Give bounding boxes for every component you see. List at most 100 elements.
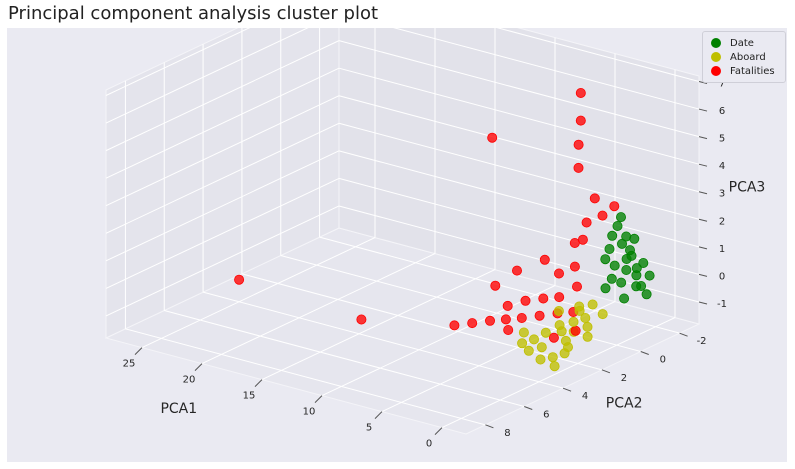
x-tick-label: 15: [243, 391, 256, 402]
legend-label-date: Date: [730, 37, 754, 49]
x-tick-label: 25: [123, 359, 136, 370]
point-fatalities: [503, 324, 514, 335]
x-axis-label: PCA1: [160, 401, 197, 417]
z-grid-side: [105, 177, 340, 289]
legend-item-fatalities: Fatalities: [711, 64, 775, 78]
point-aboard: [540, 327, 551, 338]
point-fatalities: [449, 320, 460, 331]
point-fatalities: [573, 139, 584, 150]
point-fatalities: [573, 162, 584, 173]
point-fatalities: [538, 293, 549, 304]
point-aboard: [574, 301, 585, 312]
y-tick-label: 2: [621, 373, 627, 384]
z-tick-label: 3: [719, 189, 725, 200]
x-tick-label: 20: [183, 375, 196, 386]
z-tick-label: 4: [719, 161, 725, 172]
x-tick: [134, 347, 143, 355]
chart-title: Principal component analysis cluster plo…: [8, 3, 379, 24]
y-tick: [485, 424, 494, 429]
z-tick: [698, 191, 708, 195]
x-tick: [254, 379, 263, 387]
point-fatalities: [609, 201, 620, 212]
y-tick-label: 6: [543, 410, 549, 421]
point-date: [609, 260, 620, 271]
point-date: [616, 212, 627, 223]
y-tick-label: 4: [582, 391, 588, 402]
z-tick: [698, 301, 708, 305]
point-fatalities: [487, 132, 498, 143]
point-date: [644, 270, 655, 281]
point-aboard: [518, 327, 529, 338]
z-grid-side: [105, 40, 340, 152]
gridlines: [105, 28, 700, 429]
point-aboard: [580, 312, 591, 323]
point-aboard: [517, 338, 528, 349]
z-grid-side: [105, 95, 340, 207]
point-aboard: [549, 361, 560, 372]
z-tick-label: 2: [719, 216, 725, 227]
z-tick: [698, 163, 708, 167]
z-tick-label: 5: [719, 134, 725, 145]
y-grid-floor: [164, 310, 525, 407]
point-aboard: [529, 334, 540, 345]
point-fatalities: [516, 312, 527, 323]
x-grid-floor: [141, 237, 376, 349]
point-aboard: [587, 299, 598, 310]
point-date: [607, 230, 618, 241]
x-tick-label: 10: [303, 407, 316, 418]
z-grid-back: [338, 150, 700, 248]
point-fatalities: [575, 88, 586, 99]
point-fatalities: [581, 217, 592, 228]
data-points: [234, 88, 655, 372]
point-date: [621, 264, 632, 275]
z-grid-back: [496, 28, 700, 82]
legend-marker-fatalities: [711, 66, 721, 76]
z-tick: [698, 218, 708, 222]
point-aboard: [553, 305, 564, 316]
z-grid-side: [105, 122, 340, 234]
z-tick: [698, 108, 708, 112]
z-tick-label: -1: [717, 299, 727, 310]
x-tick: [374, 411, 383, 419]
y-tick: [640, 351, 649, 355]
point-fatalities: [356, 314, 367, 325]
point-aboard: [535, 354, 546, 365]
point-aboard: [582, 321, 593, 332]
point-aboard: [597, 309, 608, 320]
point-date: [612, 220, 623, 231]
z-grid-side: [105, 28, 309, 124]
z-grid-side: [105, 205, 340, 317]
point-date: [600, 254, 611, 265]
point-date: [617, 238, 628, 249]
point-fatalities: [490, 280, 501, 291]
y-tick: [524, 406, 533, 410]
point-fatalities: [570, 325, 581, 336]
point-fatalities: [484, 315, 495, 326]
z-tick: [698, 246, 708, 250]
z-grid-back: [338, 95, 700, 193]
point-aboard: [568, 316, 579, 327]
point-fatalities: [597, 210, 608, 221]
point-aboard: [536, 342, 547, 353]
point-date: [616, 277, 627, 288]
point-date: [641, 289, 652, 300]
legend-label-aboard: Aboard: [730, 51, 766, 63]
point-date: [636, 280, 647, 291]
z-grid-back: [393, 28, 700, 110]
x-tick-label: 5: [366, 423, 372, 434]
point-fatalities: [511, 265, 522, 276]
z-tick-label: 1: [719, 244, 725, 255]
point-date: [606, 273, 617, 284]
point-fatalities: [569, 261, 580, 272]
point-fatalities: [569, 237, 580, 248]
z-grid-side: [105, 150, 340, 262]
x-grid-floor: [441, 317, 676, 429]
point-fatalities: [575, 115, 586, 126]
z-tick-label: 6: [719, 106, 725, 117]
y-tick: [562, 387, 572, 392]
z-tick: [698, 136, 708, 140]
x-grid-floor: [321, 285, 556, 397]
y-tick: [679, 332, 688, 337]
point-fatalities: [467, 318, 478, 329]
legend: Date Aboard Fatalities: [702, 31, 786, 83]
